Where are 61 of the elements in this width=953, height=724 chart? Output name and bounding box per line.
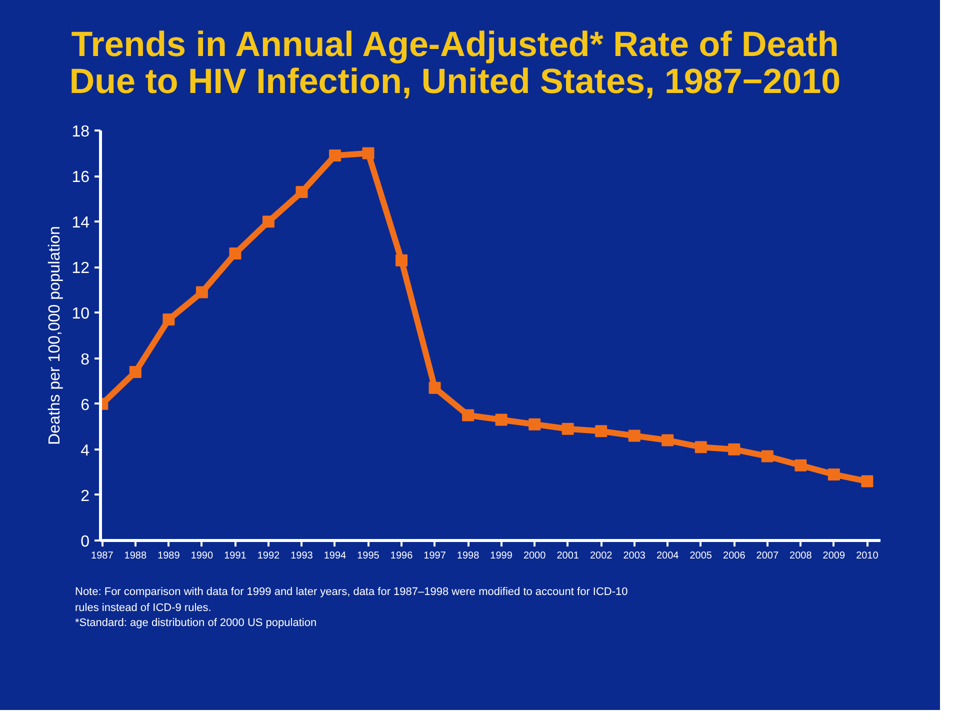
x-tick-label: 2008	[790, 550, 812, 562]
y-tick-label: 4	[80, 442, 90, 460]
point	[462, 409, 474, 422]
point	[861, 475, 874, 488]
x-tick-label: 2003	[623, 550, 646, 562]
y-tick-label: 6	[80, 396, 90, 414]
x-tick-label: 1989	[158, 550, 180, 562]
chart-title: Trends in Annual Age-Adjusted* Rate of Death Due to HIV Infection, United States, 1987−2010	[68, 25, 842, 101]
point	[595, 425, 608, 438]
text: *Standard: age distribution of 2000 US population	[75, 617, 317, 630]
point	[362, 147, 374, 160]
x-tick-label: 2010	[856, 550, 879, 562]
y-tick-label: 8	[80, 351, 90, 368]
point	[761, 450, 774, 462]
x-tick-label: 1994	[324, 550, 347, 562]
x-tick-label: 2006	[723, 550, 746, 562]
point	[828, 468, 840, 480]
x-tick-label: 1993	[290, 550, 314, 562]
x-tick-label: 2001	[556, 550, 580, 562]
x-tick-label: 1987	[91, 550, 114, 562]
point	[528, 418, 541, 430]
point	[628, 430, 640, 442]
point	[196, 286, 208, 298]
y-tick-label: 2	[80, 488, 90, 505]
y-tick-label: 16	[72, 169, 90, 186]
x-tick-label: 1999	[490, 550, 513, 562]
x-tick-label: 1996	[390, 550, 414, 562]
point	[794, 459, 807, 472]
x-tick-label: 1998	[456, 550, 480, 562]
point	[495, 414, 508, 426]
point	[662, 434, 674, 446]
point	[396, 254, 408, 266]
x-tick-label: 2009	[822, 550, 846, 562]
y-axis-title: Deaths per 100,000 population	[46, 226, 64, 445]
x-tick-label: 1990	[190, 550, 214, 562]
point	[728, 443, 740, 456]
x-tick-label: 2004	[656, 550, 680, 562]
point	[129, 366, 142, 378]
y-tick-label: 10	[72, 306, 90, 323]
y-tick-label: 0	[80, 534, 90, 550]
x-tick-label: 1988	[124, 550, 147, 562]
x-tick-label: 2007	[756, 550, 779, 562]
point	[329, 150, 341, 162]
x-tick-label: 2002	[590, 550, 613, 562]
x-tick-label: 1995	[357, 550, 380, 562]
point	[694, 441, 707, 454]
point	[562, 422, 574, 435]
x-tick-label: 1997	[424, 550, 446, 562]
x-tick-label: 2005	[690, 550, 712, 562]
point	[428, 382, 441, 394]
y-tick-label: 12	[72, 260, 90, 278]
point	[262, 216, 274, 228]
x-tick-label: 1991	[224, 550, 247, 562]
y-tick-label: 18	[72, 124, 90, 140]
point	[296, 186, 308, 198]
point	[162, 314, 175, 326]
x-tick-label: 2000	[523, 550, 546, 562]
x-tick-label: 1992	[257, 550, 280, 562]
text: Note: For comparison with data for 1999 and later years, data for 1987–1998 were modified to account for ICD-10 rules instead of ICD-9 rules.	[75, 586, 628, 614]
y-tick-label: 14	[72, 214, 90, 232]
point	[229, 248, 242, 260]
